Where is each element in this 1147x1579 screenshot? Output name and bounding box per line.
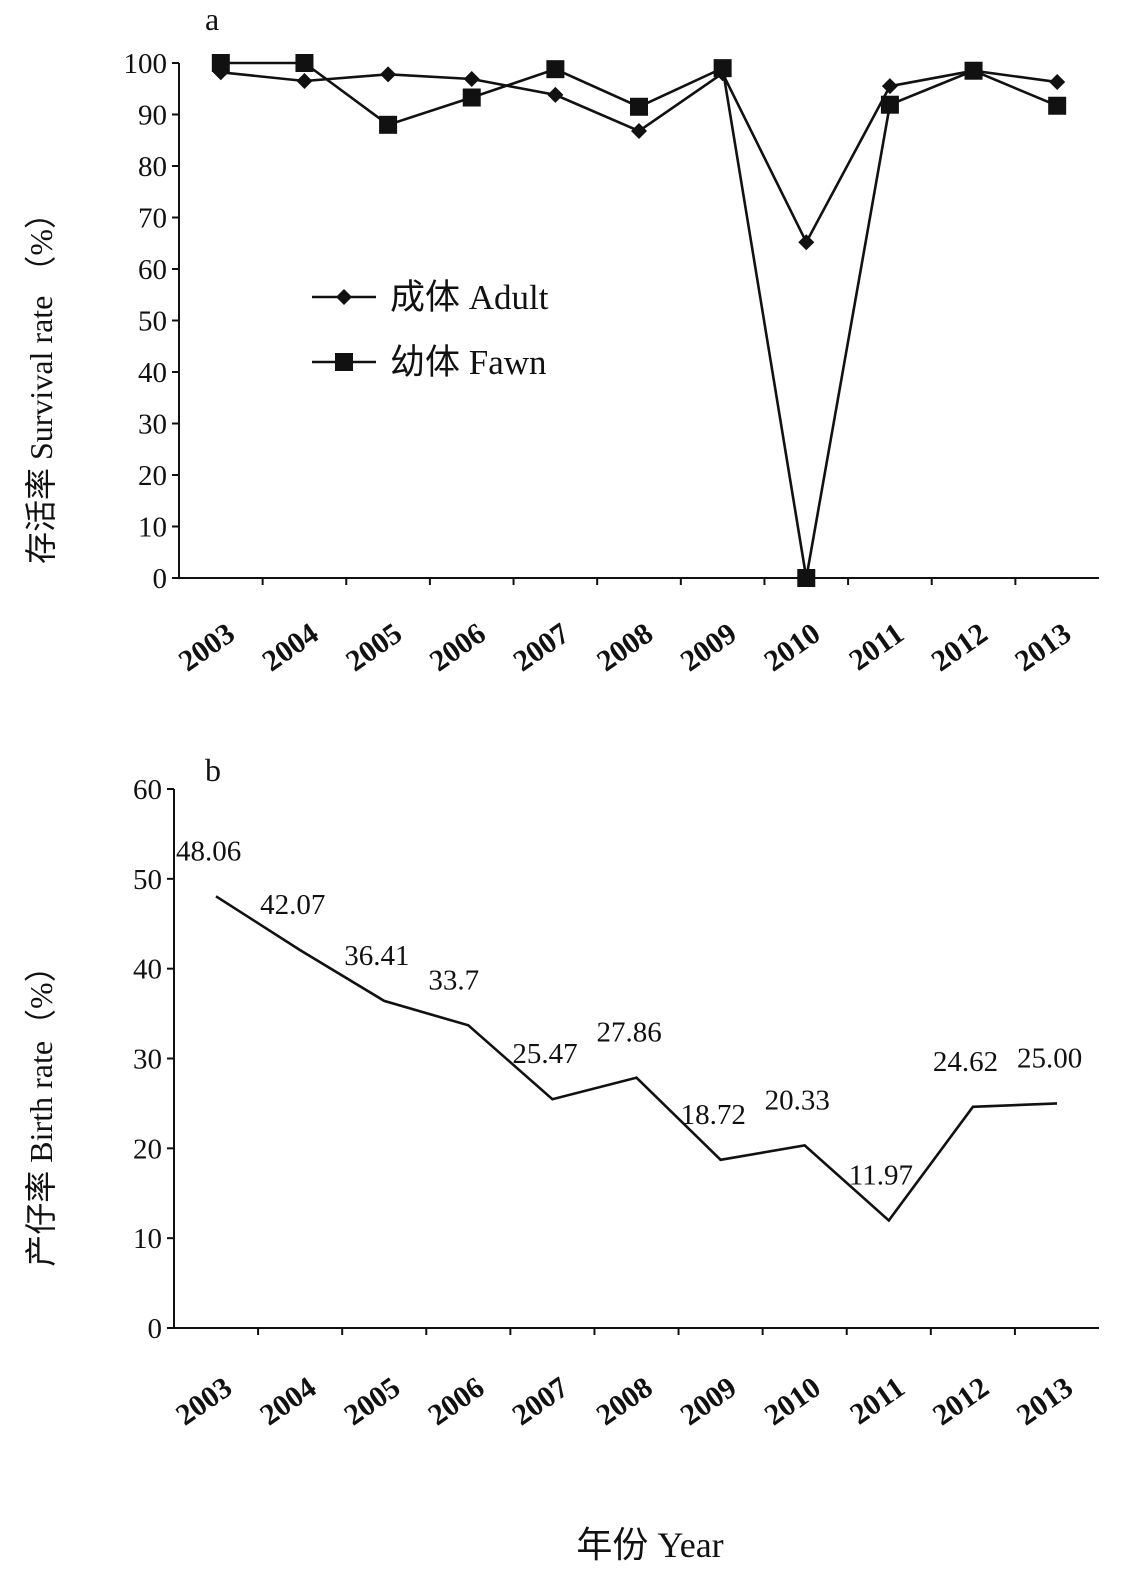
panel-a-y-tick-label: 10	[138, 512, 167, 544]
fawn-data-point	[964, 61, 983, 80]
fawn-data-point	[880, 95, 899, 114]
panel-a-x-tick-label: 2006	[424, 617, 492, 678]
panel-a-x-tick-label: 2009	[675, 617, 743, 678]
panel-a-y-tick-label: 90	[138, 100, 167, 132]
panel-a-y-tick-label: 0	[153, 563, 168, 595]
birth-rate-data-label: 18.72	[681, 1099, 746, 1131]
fawn-data-point	[295, 54, 314, 72]
panel-b-x-axis-title: 年份 Year	[576, 1525, 723, 1565]
adult-data-point	[463, 70, 480, 87]
adult-data-point	[798, 234, 815, 251]
birth-rate-data-label: 48.06	[176, 835, 241, 867]
adult-data-point	[1049, 74, 1066, 91]
panel-a-y-tick-label: 70	[138, 203, 167, 235]
panel-b-y-axis-title: 产仔率 Birth rate（%）	[23, 950, 59, 1266]
panel-b-y-tick-label: 10	[133, 1223, 162, 1255]
panel-b-x-tick-label: 2009	[675, 1371, 743, 1432]
panel-a-y-tick-label: 100	[124, 48, 168, 80]
panel-b-x-ticks: 2003 2004 2005 2006 2007 2008 2009 2010 2011 2012…	[170, 1328, 1079, 1432]
legend-adult-label: 成体 Adult	[390, 278, 549, 317]
fawn-data-point	[713, 59, 732, 78]
panel-b-x-tick-label: 2007	[506, 1371, 574, 1432]
panel-b-y-tick-label: 50	[133, 864, 162, 896]
legend-fawn-label: 幼体 Fawn	[390, 343, 547, 382]
birth-rate-data-label: 25.47	[512, 1038, 577, 1070]
birth-rate-line	[215, 895, 1058, 1223]
panel-a-y-axis-title: 存活率 Survival rate （%）	[23, 197, 59, 564]
panel-a-survival-chart: a 存活率 Survival rate （%） 0 10 20 30 40 50 60 70 8…	[23, 1, 1099, 678]
panel-b-y-tick-label: 30	[133, 1044, 162, 1076]
fawn-data-point	[797, 569, 816, 587]
birth-rate-data-label: 33.7	[428, 964, 479, 996]
panel-a-x-tick-label: 2003	[173, 617, 241, 678]
panel-a-series-group	[211, 54, 1067, 587]
adult-data-point	[380, 66, 397, 83]
panel-b-y-tick-label: 20	[133, 1133, 162, 1165]
fawn-data-point	[1048, 96, 1067, 115]
panel-b-x-tick-label: 2010	[759, 1371, 827, 1432]
panel-b-label: b	[205, 752, 221, 788]
fawn-data-point	[630, 97, 648, 116]
birth-rate-data-label: 11.97	[849, 1159, 913, 1191]
panel-b-y-ticks: 0 10 20 30 40 50 60	[133, 774, 174, 1345]
adult-survival-line	[220, 69, 1058, 246]
panel-b-series-group	[215, 895, 1058, 1223]
panel-a-x-tick-label: 2010	[758, 617, 826, 678]
panel-b-x-tick-label: 2006	[422, 1371, 490, 1432]
panel-a-x-tick-label: 2005	[340, 617, 408, 678]
panel-a-x-tick-label: 2007	[507, 617, 575, 678]
panel-a-x-tick-label: 2012	[925, 617, 993, 678]
fawn-data-point	[379, 115, 398, 134]
birth-rate-data-label: 27.86	[597, 1017, 662, 1049]
panel-b-x-tick-label: 2008	[590, 1371, 658, 1432]
panel-a-x-tick-label: 2013	[1009, 617, 1077, 678]
panel-a-x-tick-label: 2004	[256, 617, 324, 678]
panel-a-y-tick-label: 30	[138, 409, 167, 441]
fawn-data-point	[462, 88, 481, 107]
adult-data-point	[296, 73, 313, 90]
panel-b-y-tick-label: 0	[148, 1313, 163, 1345]
panel-b-y-tick-label: 40	[133, 954, 162, 986]
adult-data-point	[547, 86, 564, 103]
legend-adult-diamond-marker	[336, 289, 352, 305]
fawn-data-point	[211, 54, 230, 72]
panel-b-data-labels: 48.06 42.07 36.41 33.7 25.47 27.86 18.72 20.33 1…	[176, 835, 1082, 1191]
panel-a-x-tick-label: 2011	[843, 617, 910, 678]
legend-fawn-square-marker	[335, 353, 353, 371]
panel-a-legend: 成体 Adult 幼体 Fawn	[312, 278, 549, 382]
panel-a-y-tick-label: 20	[138, 460, 167, 492]
panel-b-x-tick-label: 2011	[844, 1371, 911, 1432]
panel-b-x-tick-label: 2012	[927, 1371, 995, 1432]
panel-b-x-tick-label: 2003	[170, 1371, 238, 1432]
panel-b-y-tick-label: 60	[133, 774, 162, 806]
birth-rate-data-label: 25.00	[1017, 1042, 1082, 1074]
adult-data-point	[631, 122, 647, 139]
fawn-data-point	[546, 60, 565, 79]
panel-a-label: a	[205, 1, 219, 37]
birth-rate-data-label: 42.07	[260, 889, 325, 921]
adult-data-point	[881, 78, 898, 95]
panel-a-y-tick-label: 80	[138, 151, 167, 183]
panel-b-x-tick-label: 2013	[1011, 1371, 1079, 1432]
panel-a-y-tick-label: 50	[138, 306, 167, 338]
panel-a-y-tick-label: 60	[138, 254, 167, 286]
fawn-survival-line	[220, 61, 1058, 579]
panel-a-x-ticks: 2003 2004 2005 2006 2007 2008 2009 2010 2011 2012…	[173, 578, 1077, 678]
birth-rate-data-label: 24.62	[933, 1046, 998, 1078]
panel-b-x-tick-label: 2004	[254, 1371, 322, 1432]
panel-a-x-tick-label: 2008	[591, 617, 659, 678]
panel-b-x-tick-label: 2005	[338, 1371, 406, 1432]
birth-rate-data-label: 36.41	[344, 940, 409, 972]
panel-a-y-ticks: 0 10 20 30 40 50 60 70 80 90 100	[124, 48, 179, 595]
birth-rate-data-label: 20.33	[765, 1084, 830, 1116]
panel-a-y-tick-label: 40	[138, 357, 167, 389]
